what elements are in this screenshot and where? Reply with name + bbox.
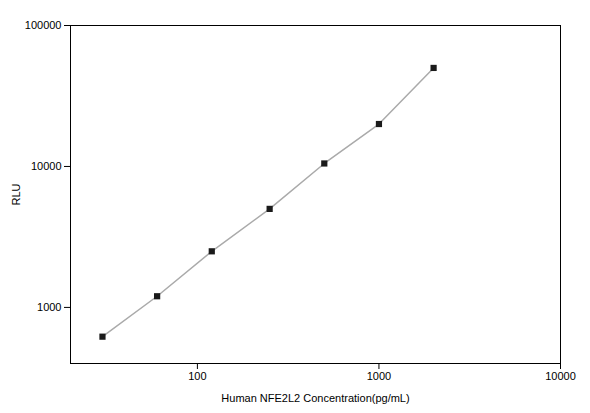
svg-text:RLU: RLU: [10, 183, 22, 205]
svg-text:1000: 1000: [367, 370, 391, 382]
svg-text:1000: 1000: [37, 301, 61, 313]
svg-text:Human NFE2L2 Concentration(pg/: Human NFE2L2 Concentration(pg/mL): [221, 392, 409, 404]
svg-text:100: 100: [188, 370, 206, 382]
svg-text:10000: 10000: [31, 160, 62, 172]
svg-text:10000: 10000: [545, 370, 576, 382]
svg-text:100000: 100000: [25, 19, 62, 31]
